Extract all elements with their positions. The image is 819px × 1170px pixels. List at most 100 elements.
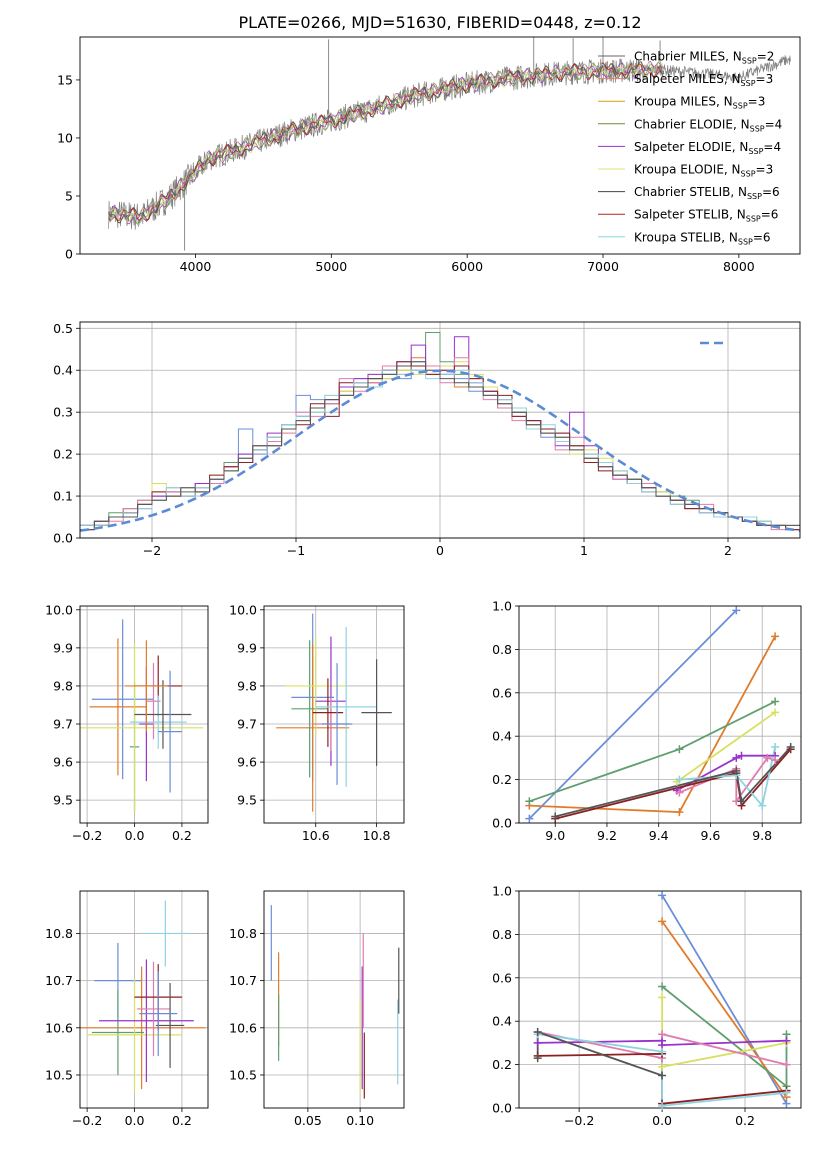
- y-tick-label: 0.2: [492, 772, 512, 787]
- weight-point-marker: [658, 917, 667, 926]
- legend-entry: Salpeter MILES, NSSP=3: [634, 72, 773, 88]
- legend-entry: Salpeter STELIB, NSSP=6: [634, 208, 778, 224]
- y-tick-label: 10.0: [45, 602, 73, 617]
- x-tick-label: 9.4: [649, 828, 669, 843]
- weight-point-marker: [525, 797, 534, 806]
- x-tick-label: 4000: [180, 259, 212, 274]
- axes-frame: [79, 321, 801, 539]
- weight-vs-metallicity-panel: −0.2 0.0 0.2 0.0 0.2 0.4 0.6 0.8 1.0: [492, 884, 802, 1128]
- x-tick-label: −2: [143, 543, 161, 558]
- weight-point-marker: [533, 1038, 542, 1047]
- legend-entry: Chabrier STELIB, NSSP=6: [634, 185, 780, 201]
- y-tick-label: 0.6: [492, 970, 512, 985]
- x-tick-label: 0.2: [172, 828, 192, 843]
- weight-point-marker: [551, 812, 560, 821]
- plot-area: [528, 609, 792, 820]
- x-tick-label: 0.0: [652, 1113, 672, 1128]
- x-tick-label: −0.2: [72, 828, 102, 843]
- y-tick-label: 10: [57, 130, 73, 145]
- x-tick-label: 0.0: [125, 1113, 145, 1128]
- x-tick-label: 10.6: [302, 828, 330, 843]
- axes-frame: [518, 890, 802, 1109]
- weight-point-marker: [658, 891, 667, 900]
- x-tick-label: 6000: [451, 259, 483, 274]
- x-tick-label: 0.0: [125, 828, 145, 843]
- weight-point-marker: [771, 697, 780, 706]
- x-tick-label: 2: [724, 543, 732, 558]
- legend-entry: Chabrier MILES, NSSP=2: [634, 50, 774, 66]
- y-tick-label: 0.3: [53, 405, 73, 420]
- y-tick-label: 10.8: [229, 926, 257, 941]
- legend-entry: Chabrier ELODIE, NSSP=4: [634, 117, 782, 133]
- x-tick-label: 9.0: [545, 828, 565, 843]
- y-tick-label: 0.2: [53, 447, 73, 462]
- mass-vs-metallicity-panel: −0.2 0.0 0.2 10.5 10.6 10.7 10.8: [45, 890, 209, 1128]
- y-tick-label: 0.4: [492, 1014, 512, 1029]
- y-tick-label: 0.0: [492, 1101, 512, 1116]
- y-tick-label: 0.0: [492, 816, 512, 831]
- model-fit-line: [108, 61, 665, 225]
- x-tick-label: 0.05: [294, 1113, 322, 1128]
- y-tick-label: 0: [65, 247, 73, 262]
- plot-area: [276, 613, 392, 812]
- weight-point-marker: [658, 1047, 667, 1056]
- weight-series-line: [661, 985, 788, 1089]
- axes-frame: [79, 890, 209, 1109]
- age-vs-metallicity-panel: −0.2 0.0 0.2 9.5 9.6 9.7 9.8 9.9 10.0: [45, 602, 209, 843]
- weight-point-marker: [533, 1054, 542, 1063]
- weight-point-marker: [658, 993, 667, 1002]
- grid: [264, 606, 404, 823]
- weight-point-marker: [533, 1028, 542, 1037]
- model-fit-line: [108, 61, 664, 224]
- weight-point-marker: [675, 775, 684, 784]
- weight-point-marker: [758, 801, 767, 810]
- axes-frame: [518, 605, 802, 824]
- grid: [264, 891, 404, 1108]
- y-tick-label: 0.2: [492, 1057, 512, 1072]
- y-tick-label: 15: [57, 72, 73, 87]
- weight-point-marker: [675, 788, 684, 797]
- model-fit-line: [108, 61, 665, 225]
- x-tick-label: −0.2: [72, 1113, 102, 1128]
- weight-point-marker: [658, 1071, 667, 1080]
- y-tick-label: 9.9: [53, 640, 73, 655]
- weight-series-line: [528, 609, 737, 820]
- model-fit-line: [108, 61, 664, 224]
- y-tick-label: 10.8: [45, 926, 73, 941]
- y-tick-label: 10.7: [229, 973, 257, 988]
- legend-entry: Kroupa STELIB, NSSP=6: [634, 230, 771, 246]
- x-tick-label: 0.2: [735, 1113, 755, 1128]
- weight-point-marker: [782, 1060, 791, 1069]
- weight-series-line: [661, 997, 787, 1068]
- weight-point-marker: [737, 751, 746, 760]
- model-fit-line: [108, 61, 665, 226]
- x-tick-label: 9.8: [752, 828, 772, 843]
- model-fit-line: [108, 61, 665, 223]
- x-tick-label: 7000: [587, 259, 619, 274]
- legend-entry: Salpeter ELODIE, NSSP=4: [634, 140, 781, 156]
- weight-point-marker: [771, 743, 780, 752]
- axes-frame: [263, 890, 405, 1109]
- y-tick-label: 9.8: [237, 678, 257, 693]
- weight-point-marker: [732, 753, 741, 762]
- x-tick-label: −0.2: [564, 1113, 594, 1128]
- y-tick-label: 10.6: [45, 1020, 73, 1035]
- y-tick-label: 0.4: [492, 729, 512, 744]
- weight-series-line: [554, 746, 792, 818]
- x-tick-label: 1: [580, 543, 588, 558]
- weight-point-marker: [675, 808, 684, 817]
- age-vs-mass-panel: 10.6 10.8 9.5 9.6 9.7 9.8 9.9 10.0: [229, 602, 405, 843]
- x-tick-label: 0.2: [172, 1113, 192, 1128]
- x-tick-label: 5000: [315, 259, 347, 274]
- plot-area: [108, 37, 791, 251]
- weight-point-marker: [658, 982, 667, 991]
- y-tick-label: 9.6: [237, 755, 257, 770]
- y-tick-label: 9.9: [237, 640, 257, 655]
- weight-point-marker: [732, 606, 741, 615]
- y-tick-label: 10.5: [229, 1067, 257, 1082]
- x-tick-label: 0: [436, 543, 444, 558]
- weight-point-marker: [763, 753, 772, 762]
- legend-entry: Kroupa ELODIE, NSSP=3: [634, 163, 773, 179]
- y-tick-label: 10.7: [45, 973, 73, 988]
- weight-point-marker: [737, 797, 746, 806]
